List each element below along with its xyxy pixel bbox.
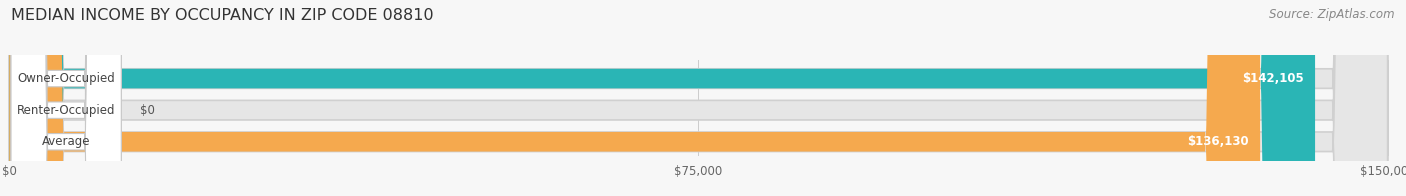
FancyBboxPatch shape <box>11 0 121 196</box>
FancyBboxPatch shape <box>10 0 1388 196</box>
FancyBboxPatch shape <box>10 0 1388 196</box>
Text: Average: Average <box>42 135 90 148</box>
Text: $0: $0 <box>139 104 155 117</box>
Text: Owner-Occupied: Owner-Occupied <box>17 72 115 85</box>
Text: Source: ZipAtlas.com: Source: ZipAtlas.com <box>1270 8 1395 21</box>
FancyBboxPatch shape <box>10 0 1315 196</box>
FancyBboxPatch shape <box>10 0 1260 196</box>
FancyBboxPatch shape <box>10 0 1388 196</box>
Text: Renter-Occupied: Renter-Occupied <box>17 104 115 117</box>
FancyBboxPatch shape <box>11 0 121 196</box>
Text: MEDIAN INCOME BY OCCUPANCY IN ZIP CODE 08810: MEDIAN INCOME BY OCCUPANCY IN ZIP CODE 0… <box>11 8 434 23</box>
FancyBboxPatch shape <box>11 0 121 196</box>
Text: $142,105: $142,105 <box>1243 72 1303 85</box>
Text: $136,130: $136,130 <box>1188 135 1249 148</box>
